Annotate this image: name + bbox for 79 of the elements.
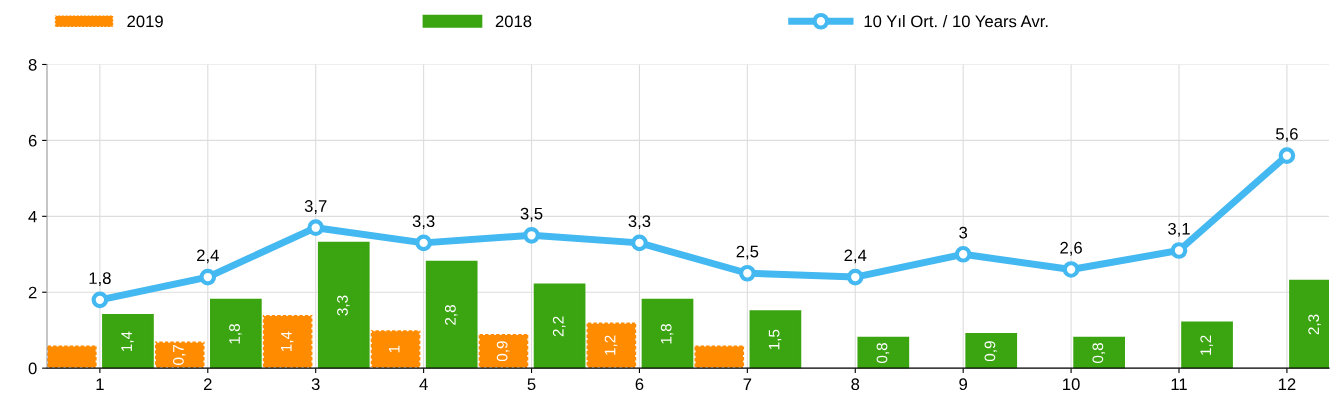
- point: [739, 264, 756, 282]
- bar: [477, 332, 530, 369]
- bar: [533, 283, 586, 369]
- data-label: 1,4: [281, 331, 294, 352]
- data-label: 1,2: [604, 335, 618, 355]
- bar: [1181, 321, 1233, 369]
- bar: [749, 310, 802, 369]
- data-label: 2,2: [552, 316, 566, 337]
- data-label: 3,5: [520, 207, 543, 222]
- x-tick-label: 9: [959, 378, 968, 391]
- legend-label: 2018: [495, 15, 532, 28]
- data-label: 0,9: [984, 341, 998, 362]
- x-tick-label: 2: [203, 378, 212, 390]
- y-tick-label: 8: [28, 58, 37, 71]
- y-tick-label: 6: [28, 134, 37, 147]
- data-label: 2,6: [1060, 241, 1082, 256]
- data-label: 2,8: [444, 305, 458, 325]
- data-label: 0,8: [1092, 343, 1106, 363]
- bar: [153, 340, 206, 369]
- legend-label: 10 Yıl Ort. / 10 Years Avr.: [864, 15, 1048, 28]
- data-label: 1,2: [1200, 335, 1213, 355]
- bar: [641, 298, 694, 369]
- point: [954, 245, 972, 263]
- point: [523, 226, 540, 244]
- data-label: 1,5: [768, 329, 782, 350]
- bar: [317, 241, 370, 369]
- data-label: 0,9: [496, 341, 510, 362]
- point: [631, 234, 648, 252]
- data-label: 1: [389, 345, 400, 353]
- x-tick-label: 1: [96, 378, 104, 390]
- bar: [47, 344, 98, 369]
- bar: [369, 329, 422, 369]
- data-label: 2,5: [736, 245, 759, 260]
- y-tick-label: 2: [28, 286, 37, 299]
- x-tick-label: 6: [635, 378, 644, 391]
- bar: [693, 344, 746, 369]
- x-tick-label: 5: [527, 378, 536, 391]
- x-tick-label: 3: [311, 378, 320, 391]
- bar: [965, 332, 1018, 369]
- point: [1278, 147, 1296, 164]
- data-label: 3,3: [337, 295, 350, 316]
- legend-label: 2019: [127, 15, 163, 28]
- bar: [1073, 336, 1126, 369]
- data-label: 1,4: [121, 331, 134, 352]
- data-label: 1,8: [89, 272, 111, 287]
- data-label: 3: [959, 226, 968, 239]
- data-label: 0,8: [876, 343, 890, 363]
- x-tick-label: 12: [1278, 378, 1296, 390]
- y-tick-label: 4: [28, 210, 37, 223]
- data-label: 2,4: [844, 249, 867, 264]
- bar: [857, 336, 910, 369]
- point: [199, 268, 217, 286]
- bar: [209, 298, 262, 369]
- bar: [425, 260, 478, 369]
- bar: [261, 313, 314, 369]
- data-label: 5,6: [1276, 127, 1298, 142]
- point: [1170, 242, 1188, 259]
- bar: [102, 313, 154, 369]
- x-tick-label: 4: [419, 378, 428, 390]
- data-label: 3,7: [304, 200, 327, 214]
- data-label: 1,8: [229, 324, 242, 344]
- x-tick-label: 7: [743, 378, 752, 390]
- point: [307, 219, 325, 237]
- x-tick-label: 8: [851, 378, 860, 391]
- data-label: 3,3: [412, 215, 435, 230]
- data-label: 3,1: [1168, 222, 1190, 237]
- data-label: 2,3: [1308, 314, 1321, 335]
- point: [846, 268, 864, 286]
- data-label: 0,7: [173, 345, 186, 365]
- data-label: 1,8: [660, 324, 674, 344]
- point: [415, 234, 432, 252]
- point: [1062, 261, 1080, 278]
- data-label: 3,3: [628, 215, 651, 230]
- point: [91, 291, 109, 309]
- bar: [585, 321, 638, 369]
- x-tick-label: 11: [1171, 378, 1187, 390]
- x-tick-label: 10: [1063, 378, 1080, 391]
- y-tick-label: 0: [28, 362, 37, 375]
- data-label: 2,4: [197, 249, 219, 264]
